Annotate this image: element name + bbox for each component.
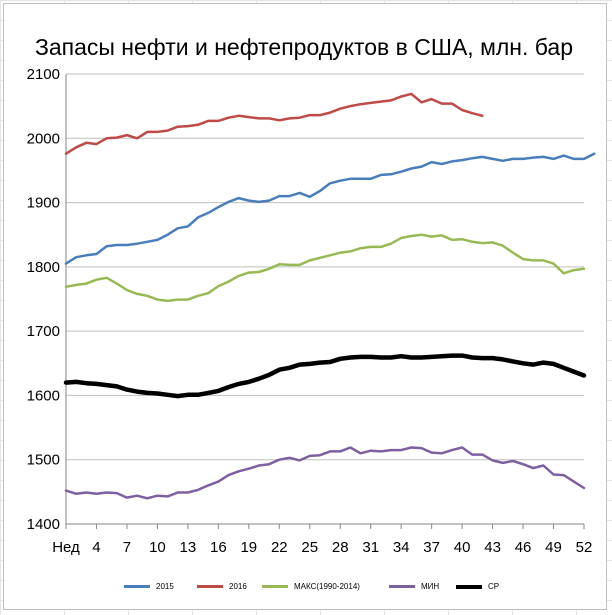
legend-label-2: МАКС(1990-2014) [294,582,360,591]
legend-item-3: МИН [389,582,439,591]
x-tick-label-37: 37 [423,539,440,556]
x-tick-label-40: 40 [454,539,471,556]
x-tick-label-16: 16 [210,539,227,556]
y-tick-label-2000: 2000 [27,130,60,147]
x-tick-label-25: 25 [301,539,318,556]
x-tick-label-19: 19 [240,539,257,556]
x-tick-label-4: 4 [92,539,100,556]
x-tick-label-46: 46 [515,539,532,556]
series-line-2 [64,233,586,303]
legend-label-1: 2016 [229,582,247,591]
x-tick-label-52: 52 [576,539,593,556]
x-tick-label-10: 10 [149,539,166,556]
legend-swatch-3 [389,585,415,588]
x-tick-label-43: 43 [484,539,501,556]
x-tick-label-1: Нед [52,539,80,556]
y-tick-label-1500: 1500 [27,452,60,469]
y-tick-label-1800: 1800 [27,259,60,276]
x-tick-label-31: 31 [362,539,379,556]
legend-swatch-2 [262,585,288,588]
legend-swatch-0 [124,585,150,588]
y-tick-label-1600: 1600 [27,387,60,404]
y-tick-label-2100: 2100 [27,66,60,83]
x-tick-label-49: 49 [545,539,562,556]
x-tick-label-28: 28 [332,539,349,556]
series-line-3 [64,446,586,500]
legend-item-2: МАКС(1990-2014) [262,582,360,591]
x-tick-label-13: 13 [180,539,197,556]
legend-swatch-1 [197,585,223,588]
x-tick-label-22: 22 [271,539,288,556]
x-tick-label-7: 7 [123,539,131,556]
y-tick-label-1700: 1700 [27,323,60,340]
plot-area: 1400 1500 1600 1700 1800 1900 2000 2100 Нед 4 7 10 1… [27,66,596,556]
series-line-0 [64,152,596,265]
legend-label-0: 2015 [156,582,174,591]
legend-label-3: МИН [421,582,440,591]
legend-item-4: СР [456,582,499,591]
legend-label-4: СР [488,582,500,591]
series-line-4 [63,353,587,399]
chart-title: Запасы нефти и нефтепродуктов в США, млн… [34,34,574,60]
x-tick-label-34: 34 [393,539,410,556]
y-tick-label-1900: 1900 [27,195,60,212]
chart-area[interactable]: Запасы нефти и нефтепродуктов в США, млн… [3,3,607,610]
legend-swatch-4 [456,584,482,589]
y-tick-label-1400: 1400 [27,516,60,533]
series-line-1 [64,92,484,155]
legend-item-1: 2016 [197,582,247,591]
chart-legend: 2015 2016 МАКС(1990-2014) МИН СР [4,582,604,598]
legend-item-0: 2015 [124,582,174,591]
